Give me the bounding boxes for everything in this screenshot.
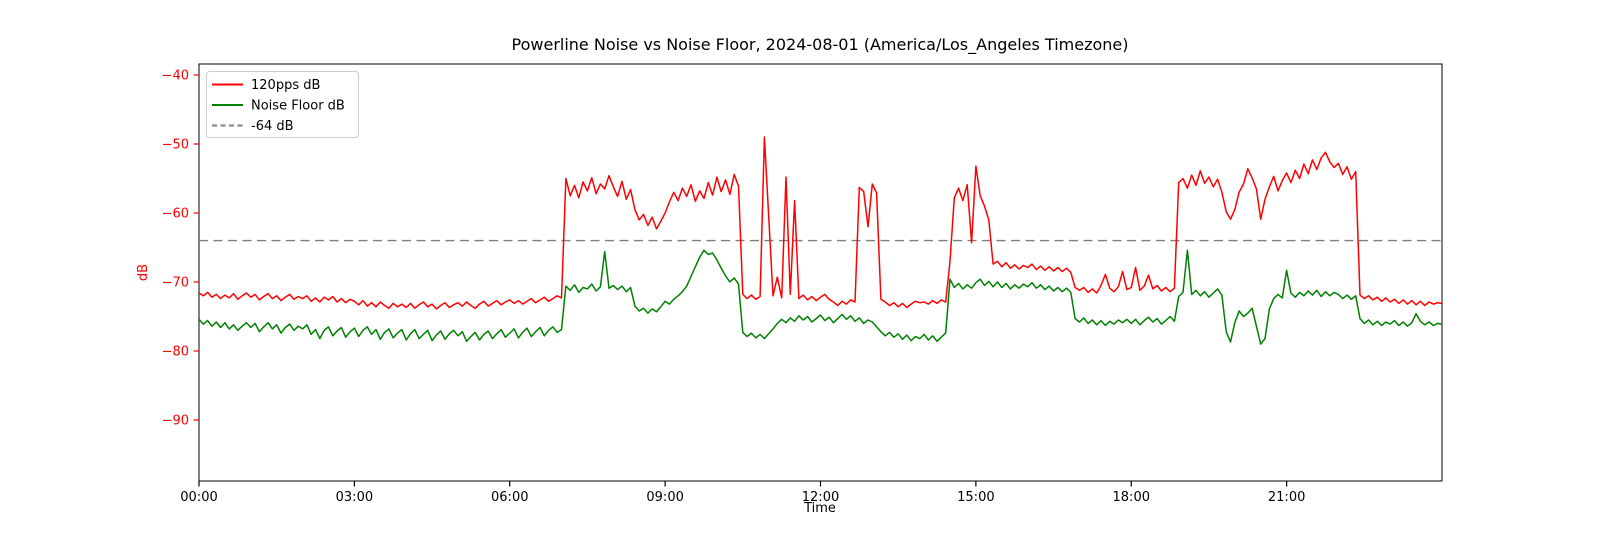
x-tick-label: 21:00: [1268, 490, 1305, 505]
legend-label-120pps: 120pps dB: [251, 78, 320, 93]
plot-border: [198, 63, 1443, 482]
x-tick-label: 12:00: [802, 490, 839, 505]
legend: 120pps dB Noise Floor dB -64 dB: [206, 71, 359, 138]
x-tick-label: 03:00: [336, 490, 373, 505]
x-tick-label: 18:00: [1113, 490, 1150, 505]
x-tick-label: 15:00: [957, 490, 994, 505]
y-tick-label: −70: [162, 276, 189, 291]
y-tick-label: −40: [162, 69, 189, 84]
y-tick-label: −50: [162, 138, 189, 153]
legend-label-threshold: -64 dB: [251, 119, 294, 134]
y-tick-label: −80: [162, 345, 189, 360]
y-tick-label: −90: [162, 414, 189, 429]
series-line-noise-floor: [199, 249, 1442, 345]
chart-title: Powerline Noise vs Noise Floor, 2024-08-…: [512, 35, 1129, 55]
x-axis-ticks: 00:00 03:00 06:00 09:00 12:00 15:00 18:00 21:00: [180, 481, 1305, 505]
y-axis-label: dB: [136, 264, 151, 281]
legend-label-noise-floor: Noise Floor dB: [251, 99, 345, 114]
series-line-120pps: [199, 136, 1442, 310]
x-tick-label: 09:00: [646, 490, 683, 505]
plot-area: [199, 136, 1442, 345]
x-tick-label: 06:00: [491, 490, 528, 505]
y-axis-ticks: −40 −50 −60 −70 −80 −90: [162, 69, 199, 429]
y-tick-label: −60: [162, 207, 189, 222]
legend-box: [206, 71, 359, 138]
x-tick-label: 00:00: [180, 490, 217, 505]
x-axis-label: Time: [803, 501, 836, 516]
